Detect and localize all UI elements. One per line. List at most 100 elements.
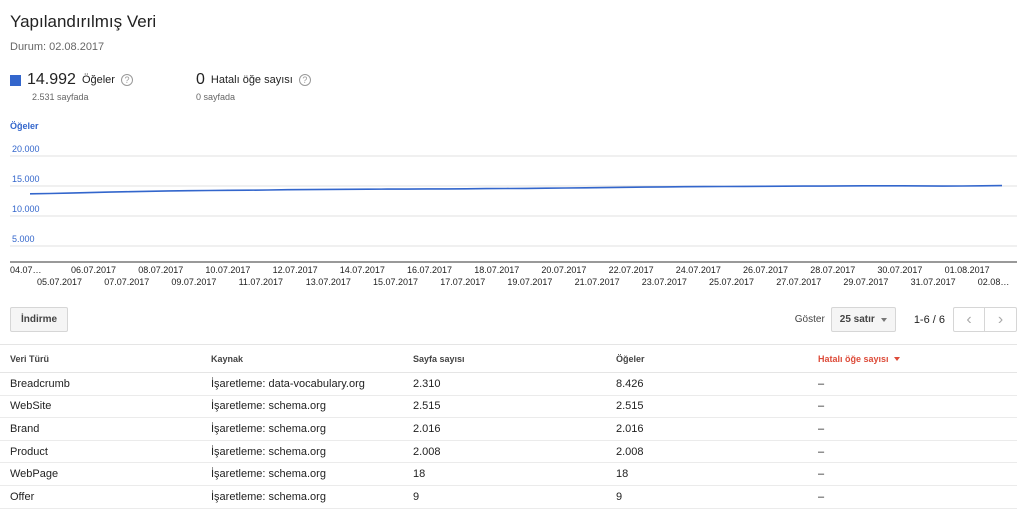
x-tick-label: 17.07.2017 <box>440 277 485 287</box>
pagination: Göster 25 satır 1-6 / 6 ‹ › <box>795 307 1017 332</box>
sort-desc-icon <box>893 357 900 362</box>
x-tick-label: 18.07.2017 <box>474 265 519 275</box>
column-header-errors-label: Hatalı öğe sayısı <box>818 353 889 364</box>
cell-errors: – <box>808 372 1017 396</box>
metric-items-value: 14.992 <box>27 71 76 88</box>
x-tick-label: 29.07.2017 <box>843 277 888 287</box>
x-tick-label: 26.07.2017 <box>743 265 788 275</box>
x-tick-label: 27.07.2017 <box>776 277 821 287</box>
x-tick-label: 14.07.2017 <box>340 265 385 275</box>
question-circle-icon[interactable]: ? <box>298 74 311 86</box>
rows-per-page-value: 25 satır <box>839 314 875 325</box>
cell-pages: 9 <box>405 485 608 509</box>
x-tick-label: 10.07.2017 <box>205 265 250 275</box>
x-tick-label: 06.07.2017 <box>71 265 116 275</box>
cell-data-type: Product <box>0 440 203 464</box>
column-header-pages[interactable]: Sayfa sayısı <box>405 344 608 373</box>
line-chart: 20.000 15.000 10.000 5.000 04.07… 06.07.2017 0… <box>10 144 1017 287</box>
cell-pages: 2.515 <box>405 395 608 419</box>
metric-items-sub: 2.531 sayfada <box>32 92 89 102</box>
column-header-data-type[interactable]: Veri Türü <box>0 344 203 373</box>
table-row[interactable]: WebPage İşaretleme: schema.org 18 18 – <box>0 462 1017 486</box>
question-circle-icon[interactable]: ? <box>120 74 133 86</box>
download-button[interactable]: İndirme <box>10 307 69 332</box>
y-tick-label: 20.000 <box>12 144 40 154</box>
prev-page-button[interactable]: ‹ <box>953 307 985 332</box>
metric-items[interactable]: 14.992 Öğeler ? 2.531 sayfada <box>10 70 133 102</box>
x-tick-label: 31.07.2017 <box>911 277 956 287</box>
page-title: Yapılandırılmış Veri <box>10 12 157 31</box>
cell-errors: – <box>808 395 1017 419</box>
x-tick-label: 28.07.2017 <box>810 265 855 275</box>
x-tick-label: 23.07.2017 <box>642 277 687 287</box>
table-row[interactable]: Brand İşaretleme: schema.org 2.016 2.016… <box>0 417 1017 441</box>
column-header-source[interactable]: Kaynak <box>203 344 405 373</box>
structured-data-table: Veri Türü Kaynak Sayfa sayısı Öğeler Hat… <box>0 344 1017 509</box>
x-tick-label: 12.07.2017 <box>273 265 318 275</box>
status-date: Durum: 02.08.2017 <box>10 41 105 53</box>
cell-pages: 2.016 <box>405 417 608 441</box>
chevron-left-icon: ‹ <box>966 310 972 328</box>
cell-data-type: WebPage <box>0 462 203 486</box>
y-tick-label: 15.000 <box>12 174 40 184</box>
x-tick-label: 20.07.2017 <box>541 265 586 275</box>
cell-source: İşaretleme: schema.org <box>203 417 405 441</box>
series-swatch <box>10 74 21 86</box>
metric-items-label: Öğeler <box>81 74 115 86</box>
metric-errors[interactable]: 0 Hatalı öğe sayısı ? 0 sayfada <box>196 70 311 102</box>
column-header-errors[interactable]: Hatalı öğe sayısı <box>808 344 1017 373</box>
y-tick-label: 10.000 <box>12 204 40 214</box>
cell-pages: 2.310 <box>405 372 608 396</box>
x-tick-label: 22.07.2017 <box>609 265 654 275</box>
show-label: Göster <box>794 314 825 325</box>
cell-source: İşaretleme: schema.org <box>203 462 405 486</box>
cell-items: 18 <box>608 462 808 486</box>
x-tick-label: 15.07.2017 <box>373 277 418 287</box>
x-tick-label: 05.07.2017 <box>37 277 82 287</box>
x-tick-label: 09.07.2017 <box>171 277 216 287</box>
page-range: 1-6 / 6 <box>913 313 945 326</box>
table-row[interactable]: Breadcrumb İşaretleme: data-vocabulary.o… <box>0 372 1017 396</box>
chart-series-label: Öğeler <box>10 121 39 131</box>
x-tick-label: 30.07.2017 <box>877 265 922 275</box>
x-tick-label: 04.07… <box>10 265 42 275</box>
x-tick-label: 21.07.2017 <box>575 277 620 287</box>
table-row[interactable]: Offer İşaretleme: schema.org 9 9 – <box>0 485 1017 509</box>
cell-items: 9 <box>608 485 808 509</box>
x-tick-label: 11.07.2017 <box>239 277 283 287</box>
metric-errors-sub: 0 sayfada <box>196 92 236 102</box>
table-header-row: Veri Türü Kaynak Sayfa sayısı Öğeler Hat… <box>0 344 1017 373</box>
table-row[interactable]: Product İşaretleme: schema.org 2.008 2.0… <box>0 440 1017 464</box>
x-tick-label: 24.07.2017 <box>676 265 721 275</box>
x-tick-label: 16.07.2017 <box>407 265 452 275</box>
x-tick-label: 13.07.2017 <box>306 277 351 287</box>
table-row[interactable]: WebSite İşaretleme: schema.org 2.515 2.5… <box>0 395 1017 419</box>
caret-down-icon <box>880 317 887 322</box>
x-tick-label: 25.07.2017 <box>709 277 754 287</box>
cell-source: İşaretleme: data-vocabulary.org <box>203 372 405 396</box>
cell-data-type: Breadcrumb <box>0 372 203 396</box>
chevron-right-icon: › <box>997 310 1004 328</box>
cell-items: 2.515 <box>608 395 808 419</box>
y-tick-label: 5.000 <box>12 234 35 244</box>
metric-errors-value: 0 <box>196 71 205 88</box>
cell-pages: 2.008 <box>405 440 608 464</box>
x-tick-label: 07.07.2017 <box>104 277 149 287</box>
x-tick-label: 01.08.2017 <box>945 265 990 275</box>
cell-items: 2.016 <box>608 417 808 441</box>
cell-errors: – <box>808 462 1017 486</box>
cell-data-type: Offer <box>0 485 203 509</box>
series-line-items[interactable] <box>29 184 1003 195</box>
cell-errors: – <box>808 417 1017 441</box>
x-tick-label: 08.07.2017 <box>138 265 183 275</box>
cell-source: İşaretleme: schema.org <box>203 485 405 509</box>
column-header-items[interactable]: Öğeler <box>608 344 808 373</box>
x-tick-label: 02.08… <box>978 277 1010 287</box>
next-page-button[interactable]: › <box>985 307 1017 332</box>
cell-data-type: Brand <box>0 417 203 441</box>
metric-errors-label: Hatalı öğe sayısı <box>210 74 293 86</box>
cell-data-type: WebSite <box>0 395 203 419</box>
cell-items: 2.008 <box>608 440 808 464</box>
rows-per-page-select[interactable]: 25 satır <box>830 307 896 332</box>
cell-pages: 18 <box>405 462 608 486</box>
